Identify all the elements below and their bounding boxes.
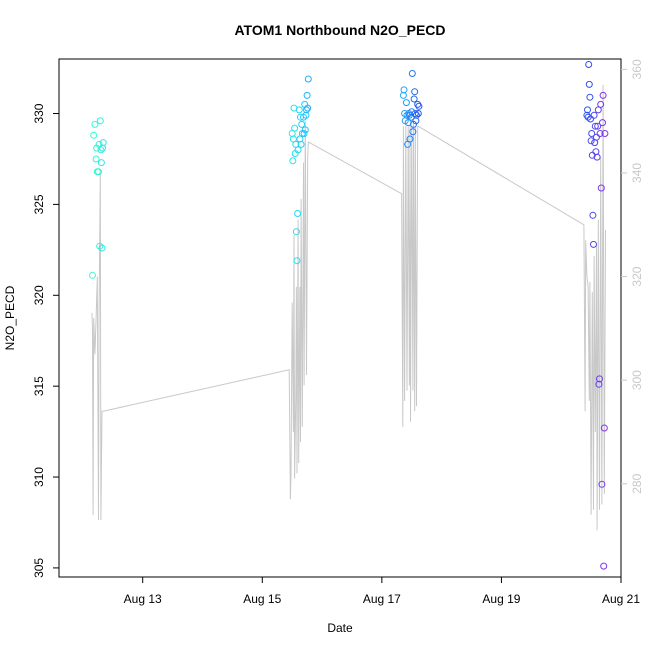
data-point [303,106,310,114]
data-point [96,242,104,250]
series-line-path [91,84,606,531]
data-point [588,130,596,137]
data-point [298,120,306,128]
data-point [295,106,303,114]
data-point [585,80,593,88]
data-point [408,108,416,116]
data-point [294,146,302,154]
data-point [89,271,96,279]
x-axis-label: Date [327,621,353,635]
data-point [414,110,422,117]
data-point [411,88,419,96]
y-axis-left: 305 310 315 320 325 330 [32,103,59,578]
data-point [599,119,606,127]
data-point [97,146,105,154]
y-tick-label: 320 [32,285,46,305]
data-point [410,95,418,103]
x-axis: Aug 13 Aug 15 Aug 17 Aug 19 Aug 21 [124,577,640,606]
data-point [97,159,105,167]
data-point [289,157,297,165]
x-tick-label: Aug 21 [602,592,640,606]
data-point [590,111,598,119]
data-point [587,115,594,123]
data-point [593,133,600,141]
data-point [301,126,309,134]
y-tick-label: 330 [32,103,46,123]
data-point [589,211,597,219]
data-point [414,100,422,108]
data-point [593,153,601,161]
data-point [599,91,607,99]
data-point [591,122,599,130]
y2-tick-label: 360 [630,59,644,79]
y-axis-label: N2O_PECD [3,285,17,350]
data-point [99,139,107,147]
data-point [292,228,300,236]
data-point [304,75,312,83]
data-point [596,130,604,137]
data-point [584,106,591,114]
y-tick-label: 325 [32,194,46,214]
data-point [294,210,302,217]
y-tick-label: 310 [32,467,46,487]
data-point [597,184,605,192]
data-point [293,257,301,265]
chart-title: ATOM1 Northbound N2O_PECD [234,22,445,38]
data-point [98,244,106,252]
data-point [588,151,596,159]
data-point [297,140,305,148]
y2-tick-label: 280 [630,473,644,493]
data-point [600,424,608,432]
data-point [411,110,419,117]
data-point [402,99,410,107]
data-point [304,104,312,112]
data-point [594,122,602,130]
y2-tick-label: 320 [630,266,644,286]
y2-tick-label: 340 [630,163,644,183]
data-point [415,102,423,110]
data-point [406,135,414,143]
data-point [408,70,416,77]
data-point [90,131,98,139]
data-point [92,155,100,163]
data-point [583,111,591,119]
data-point [403,111,411,119]
data-point [587,137,595,145]
data-point [590,240,597,248]
data-point [598,480,606,488]
x-tick-label: Aug 15 [243,592,281,606]
y-tick-label: 315 [32,376,46,396]
data-point [601,130,609,137]
x-tick-label: Aug 17 [363,592,401,606]
data-point [600,562,608,570]
data-point [409,128,417,136]
data-point [596,375,603,383]
data-point [303,91,311,99]
data-point [410,120,417,128]
data-point [595,380,603,388]
data-point [291,124,299,132]
data-point [585,61,593,68]
data-point [586,93,594,101]
plot-frame [58,58,622,578]
data-point [413,111,420,119]
series-line [91,84,606,531]
x-tick-label: Aug 19 [482,592,520,606]
data-point [91,120,99,128]
data-points [89,61,609,570]
data-point [95,168,102,176]
x-tick-label: Aug 13 [124,592,162,606]
data-point [597,100,605,108]
data-point [400,86,408,94]
data-point [302,111,310,119]
y2-tick-label: 300 [630,370,644,390]
data-point [300,130,308,137]
data-point [96,117,104,125]
y-axis-right: 280 300 320 340 360 [621,59,644,494]
y-tick-label: 305 [32,558,46,578]
